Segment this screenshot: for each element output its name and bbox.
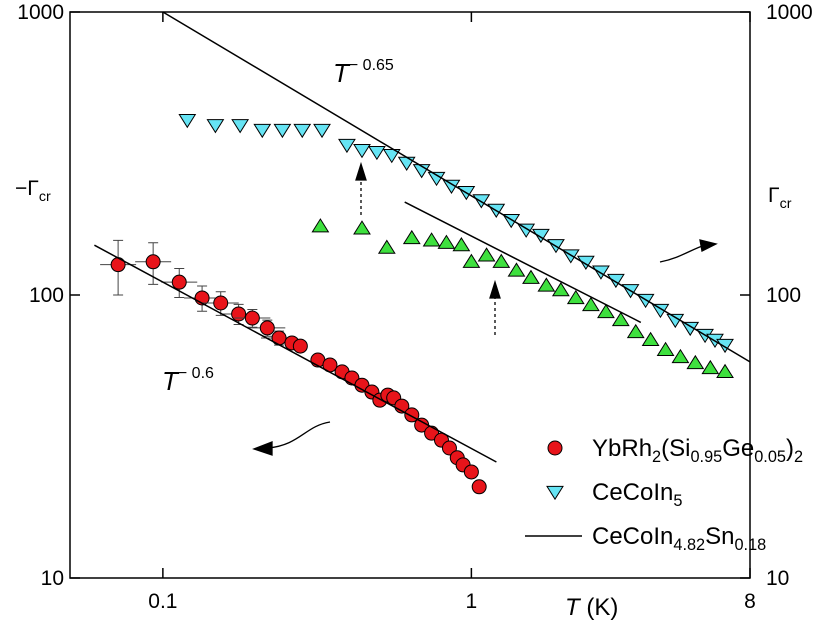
y2-axis-label: Γcr	[768, 184, 792, 212]
point	[671, 348, 690, 364]
annotation-base: T	[162, 366, 180, 396]
annotation-exponent: − 0.6	[178, 365, 214, 382]
point	[231, 306, 247, 322]
point	[477, 247, 496, 262]
point	[311, 218, 330, 233]
y-axis-label: −Γcr	[15, 177, 51, 205]
point	[231, 119, 250, 134]
point	[402, 229, 421, 245]
arrows	[252, 161, 718, 456]
point	[611, 311, 630, 327]
point	[566, 289, 585, 305]
point	[686, 354, 705, 370]
point	[178, 113, 197, 129]
annotation-exponent: − 0.65	[349, 57, 394, 74]
point	[427, 171, 446, 187]
y2-tick-label: 10	[766, 567, 789, 590]
x-tick-label: 0.1	[148, 590, 177, 613]
point	[145, 254, 161, 270]
point	[382, 149, 401, 164]
point	[353, 144, 371, 159]
annotation: T− 0.65	[333, 57, 394, 88]
y-tick-label: 10	[41, 567, 64, 590]
point	[492, 253, 511, 268]
point	[397, 156, 416, 172]
point	[292, 338, 308, 354]
point	[716, 363, 734, 378]
point	[522, 269, 540, 284]
point	[517, 223, 536, 238]
point	[353, 220, 371, 235]
point	[462, 253, 481, 268]
fit-line	[94, 11, 751, 463]
point	[171, 274, 187, 290]
point	[377, 239, 396, 254]
legend-label: CeCoIn5	[592, 479, 682, 510]
point	[701, 359, 720, 375]
x-tick-label: 1	[466, 590, 478, 613]
x-axis-label: T (K)	[565, 594, 618, 621]
point	[367, 145, 386, 161]
y-tick-label: 1000	[17, 1, 64, 24]
point	[253, 123, 272, 139]
y2-tick-label: 1000	[766, 1, 813, 24]
point	[293, 123, 312, 139]
point	[213, 295, 229, 311]
point	[441, 440, 457, 456]
point	[537, 277, 556, 292]
point	[681, 321, 700, 337]
point	[716, 338, 734, 354]
point	[259, 320, 275, 336]
point	[606, 273, 625, 289]
point	[422, 232, 441, 247]
point	[656, 341, 675, 356]
y-tick-label: 100	[29, 284, 64, 307]
legend-label: CeCoIn4.82Sn0.18	[592, 523, 766, 554]
point	[626, 323, 645, 339]
point	[507, 262, 526, 277]
point	[666, 313, 685, 329]
point	[338, 138, 356, 154]
legend-label: YbRh2(Si0.95Ge0.05)2	[592, 435, 803, 466]
point	[651, 303, 670, 319]
annotation-base: T	[333, 58, 351, 88]
annotation: T− 0.6	[162, 365, 214, 396]
x-tick-label: 8	[744, 590, 756, 613]
legend-marker	[547, 440, 563, 456]
point	[576, 255, 595, 270]
point	[313, 123, 331, 139]
y2-tick-label: 100	[766, 284, 801, 307]
point	[206, 119, 225, 134]
point	[110, 257, 126, 273]
point	[597, 303, 615, 319]
point	[437, 234, 456, 249]
point	[452, 237, 471, 252]
point	[463, 464, 479, 480]
point	[641, 331, 660, 346]
point	[273, 123, 292, 139]
point	[581, 296, 600, 312]
point	[551, 282, 570, 297]
point	[244, 310, 260, 326]
legend-marker	[546, 485, 564, 501]
point	[471, 479, 487, 495]
